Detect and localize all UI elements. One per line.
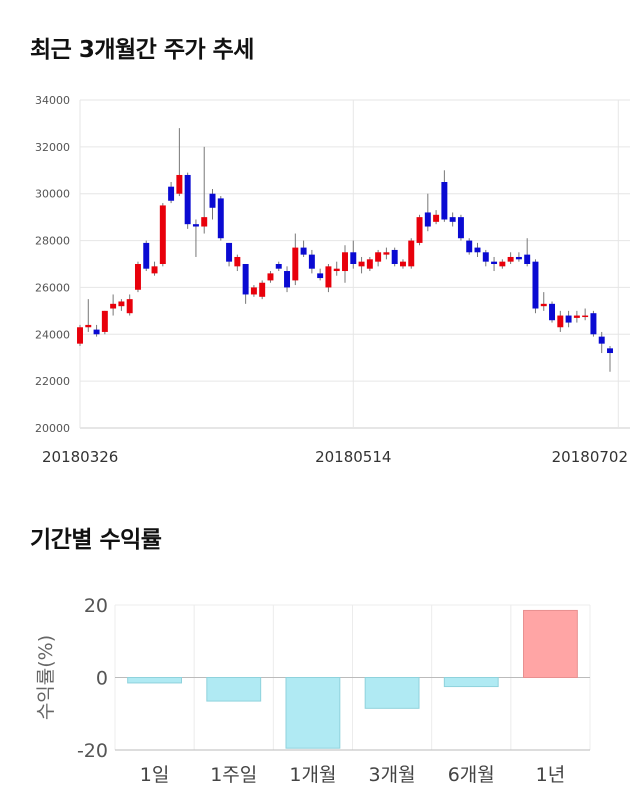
- y-tick-label: 22000: [35, 375, 70, 388]
- candle-body: [366, 259, 373, 269]
- candle-body: [234, 256, 241, 267]
- candle-body: [317, 273, 324, 279]
- candle-body: [408, 240, 415, 267]
- y-tick-label: 32000: [35, 141, 70, 154]
- candle-body: [101, 310, 108, 332]
- y-tick-label: 30000: [35, 188, 70, 201]
- x-tick-label: 1개월: [289, 764, 336, 786]
- candle-body: [292, 247, 299, 281]
- candle-body: [143, 242, 150, 269]
- return-bar: [443, 677, 499, 688]
- candle-body: [607, 348, 613, 354]
- x-tick-label: 20180514: [315, 448, 391, 466]
- candle-body: [375, 252, 382, 262]
- candle-body: [383, 252, 390, 255]
- candle-body: [540, 303, 547, 307]
- x-tick-label: 6개월: [448, 764, 495, 786]
- return-bar: [364, 677, 420, 709]
- price-trend-chart: 20000 22000 24000 26000 28000 30000 32000 34000…: [35, 94, 630, 466]
- x-tick-label: 20180702: [552, 448, 628, 466]
- price-trend-title: 최근 3개월간 주가 추세: [30, 37, 254, 63]
- candle-body: [441, 182, 448, 220]
- candle-body: [168, 186, 175, 201]
- candle-body: [159, 205, 166, 264]
- return-bar: [206, 677, 262, 702]
- candle-body: [333, 268, 340, 272]
- candle-body: [267, 273, 274, 281]
- candle-body: [391, 249, 398, 264]
- candle-body: [582, 315, 589, 318]
- candle-body: [184, 174, 191, 225]
- candle-body: [118, 301, 125, 307]
- return-bar: [285, 677, 341, 749]
- x-tick-label: 20180326: [42, 448, 118, 466]
- candle-body: [557, 315, 564, 328]
- candle-body: [259, 282, 266, 297]
- candle-body: [433, 214, 440, 222]
- return-bar: [127, 677, 182, 684]
- y-tick-label: 20: [84, 595, 108, 617]
- y-tick-label: 34000: [35, 94, 70, 107]
- candle-body: [416, 217, 423, 243]
- candle-body: [284, 271, 291, 288]
- candle-body: [507, 256, 514, 262]
- y-tick-label: 0: [96, 668, 108, 690]
- candle-body: [424, 212, 431, 227]
- candle-body: [217, 198, 224, 239]
- candle-body: [491, 261, 498, 264]
- candle-body: [590, 313, 597, 335]
- candle-body: [474, 247, 481, 253]
- candle-body: [250, 287, 257, 295]
- return-bar: [523, 609, 578, 678]
- candle-body: [549, 303, 556, 321]
- y-tick-label: 28000: [35, 235, 70, 248]
- x-tick-label: 1년: [536, 764, 566, 786]
- candle-body: [308, 254, 315, 269]
- candle-body: [93, 329, 100, 335]
- candle-body: [524, 254, 531, 264]
- y-tick-label: 26000: [35, 281, 70, 294]
- candle-body: [515, 256, 522, 260]
- candle-body: [532, 261, 539, 309]
- candle-body: [209, 193, 216, 208]
- candle-body: [466, 240, 473, 253]
- candle-body: [457, 217, 464, 239]
- x-tick-label: 3개월: [369, 764, 416, 786]
- candle-body: [226, 242, 233, 262]
- candle-body: [110, 303, 117, 309]
- candle-body: [499, 261, 506, 267]
- candle-body: [358, 261, 365, 267]
- candle-body: [573, 315, 580, 318]
- candle-body: [482, 252, 489, 262]
- returns-title: 기간별 수익률: [30, 527, 162, 553]
- candle-body: [151, 266, 158, 274]
- candle-body: [192, 224, 199, 227]
- candle-body: [201, 217, 208, 227]
- candle-body: [449, 217, 456, 222]
- candle-body: [300, 247, 307, 255]
- candle-body: [275, 264, 282, 269]
- candle-body: [176, 174, 183, 194]
- y-tick-label: 20000: [35, 422, 70, 435]
- candle-body: [126, 299, 133, 314]
- candle-body: [77, 327, 83, 344]
- candle-body: [342, 252, 348, 272]
- candle-body: [565, 315, 572, 323]
- candle-body: [325, 266, 332, 288]
- x-tick-label: 1일: [140, 764, 170, 786]
- candle-body: [350, 252, 357, 264]
- y-tick-label: 24000: [35, 328, 70, 341]
- candle-body: [399, 261, 406, 267]
- candle-body: [242, 264, 249, 295]
- y-axis-label: 수익률(%): [35, 635, 57, 720]
- candle-body: [85, 324, 92, 328]
- y-tick-label: -20: [77, 740, 108, 762]
- candle-body: [134, 264, 141, 290]
- x-tick-label: 1주일: [210, 764, 257, 786]
- candle-body: [598, 336, 605, 344]
